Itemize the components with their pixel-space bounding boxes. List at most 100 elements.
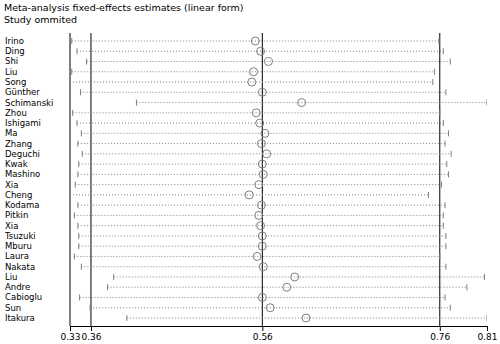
ci-cap-lower bbox=[79, 294, 80, 300]
ci-cap-upper bbox=[439, 253, 440, 259]
reference-line bbox=[90, 33, 91, 326]
ci-cap-upper bbox=[432, 79, 433, 85]
ci-cap-lower bbox=[80, 89, 81, 95]
ci-cap-lower bbox=[107, 284, 108, 290]
category-label: Schimanski bbox=[5, 98, 53, 108]
ci-line bbox=[73, 112, 440, 113]
ci-cap-upper bbox=[434, 69, 435, 75]
reference-lines bbox=[91, 33, 440, 326]
ci-cap-upper bbox=[445, 233, 446, 239]
reference-line bbox=[262, 33, 263, 326]
category-label: Zhang bbox=[5, 139, 32, 149]
ci-line bbox=[74, 256, 439, 257]
ci-cap-upper bbox=[448, 130, 449, 136]
category-label: Cheng bbox=[5, 190, 32, 200]
estimate-point bbox=[257, 222, 265, 230]
ci-cap-upper bbox=[445, 294, 446, 300]
ci-line bbox=[79, 235, 446, 236]
estimate-point bbox=[258, 293, 266, 301]
ci-cap-upper bbox=[443, 120, 444, 126]
ci-cap-lower bbox=[71, 38, 72, 44]
category-label: Shi bbox=[5, 56, 18, 66]
ci-cap-lower bbox=[77, 223, 78, 229]
x-tick-mark bbox=[487, 326, 488, 331]
estimate-point bbox=[258, 88, 266, 96]
ci-cap-upper bbox=[445, 141, 446, 147]
estimate-point bbox=[257, 47, 265, 55]
ci-cap-lower bbox=[81, 264, 82, 270]
ci-line bbox=[136, 102, 487, 103]
ci-line bbox=[75, 184, 441, 185]
estimate-point bbox=[256, 119, 264, 127]
ci-cap-upper bbox=[445, 264, 446, 270]
ci-cap-upper bbox=[466, 284, 467, 290]
x-tick: 0.33 bbox=[60, 326, 80, 342]
estimate-point bbox=[298, 99, 306, 107]
ci-line bbox=[82, 153, 451, 154]
ci-cap-lower bbox=[90, 305, 91, 311]
x-tick: 0.76 bbox=[430, 326, 450, 342]
ci-cap-lower bbox=[77, 171, 78, 177]
ci-line bbox=[81, 266, 446, 267]
x-tick-label: 0.33 bbox=[60, 332, 80, 342]
x-tick-mark bbox=[70, 326, 71, 331]
x-tick-label: 0.81 bbox=[477, 332, 497, 342]
ci-line bbox=[78, 205, 445, 206]
estimate-point bbox=[248, 78, 256, 86]
estimate-point bbox=[259, 170, 267, 178]
x-tick-mark bbox=[262, 326, 263, 331]
estimate-point bbox=[255, 211, 263, 219]
ci-line bbox=[78, 143, 445, 144]
ci-cap-upper bbox=[445, 89, 446, 95]
ci-cap-lower bbox=[74, 212, 75, 218]
ci-cap-lower bbox=[136, 100, 137, 106]
estimate-point bbox=[263, 150, 271, 158]
category-label: Kwak bbox=[5, 159, 28, 169]
x-tick: 0.56 bbox=[253, 326, 273, 342]
estimate-point bbox=[283, 283, 291, 291]
category-label: Liu bbox=[5, 67, 17, 77]
ci-line bbox=[72, 41, 439, 42]
ci-cap-lower bbox=[76, 120, 77, 126]
category-label: Cabioglu bbox=[5, 292, 42, 302]
title: Meta-analysis fixed-effects estimates (l… bbox=[4, 2, 244, 13]
category-label: Ishigami bbox=[5, 118, 41, 128]
ci-cap-upper bbox=[443, 48, 444, 54]
category-label: Itakura bbox=[5, 313, 35, 323]
x-axis-line bbox=[71, 327, 488, 332]
category-label: Pitkin bbox=[5, 210, 28, 220]
ci-cap-lower bbox=[76, 48, 77, 54]
ci-line bbox=[77, 51, 443, 52]
ci-line bbox=[78, 174, 449, 175]
x-tick: 0.36 bbox=[81, 326, 101, 342]
estimate-point bbox=[245, 191, 253, 199]
ci-line bbox=[74, 215, 443, 216]
category-label: Xia bbox=[5, 180, 18, 190]
ci-cap-upper bbox=[428, 192, 429, 198]
ci-cap-lower bbox=[81, 130, 82, 136]
ci-line bbox=[87, 61, 451, 62]
ci-line bbox=[90, 307, 450, 308]
ci-line bbox=[78, 225, 443, 226]
y-axis-line bbox=[70, 33, 71, 326]
category-label: Tsuzuki bbox=[4, 231, 36, 241]
ci-cap-lower bbox=[70, 79, 71, 85]
ci-cap-lower bbox=[77, 202, 78, 208]
x-axis: 0.330.36 0.56 0.76 0.81 bbox=[60, 326, 497, 342]
ci-cap-upper bbox=[439, 110, 440, 116]
ci-line bbox=[81, 133, 448, 134]
ci-line bbox=[77, 123, 443, 124]
estimate-point bbox=[257, 140, 265, 148]
category-label: Mashino bbox=[5, 169, 40, 179]
chart: Meta-analysis fixed-effects estimates (l… bbox=[0, 0, 500, 344]
ci-line bbox=[79, 164, 447, 165]
ci-cap-upper bbox=[484, 274, 485, 280]
ci-cap-upper bbox=[441, 182, 442, 188]
category-label: Andre bbox=[5, 282, 30, 292]
x-tick-label: 0.76 bbox=[430, 332, 450, 342]
x-tick-label: 0.56 bbox=[253, 332, 273, 342]
reference-line bbox=[439, 33, 440, 326]
ci-line bbox=[127, 318, 487, 319]
category-label: Sun bbox=[5, 303, 21, 313]
estimate-point bbox=[258, 242, 266, 250]
